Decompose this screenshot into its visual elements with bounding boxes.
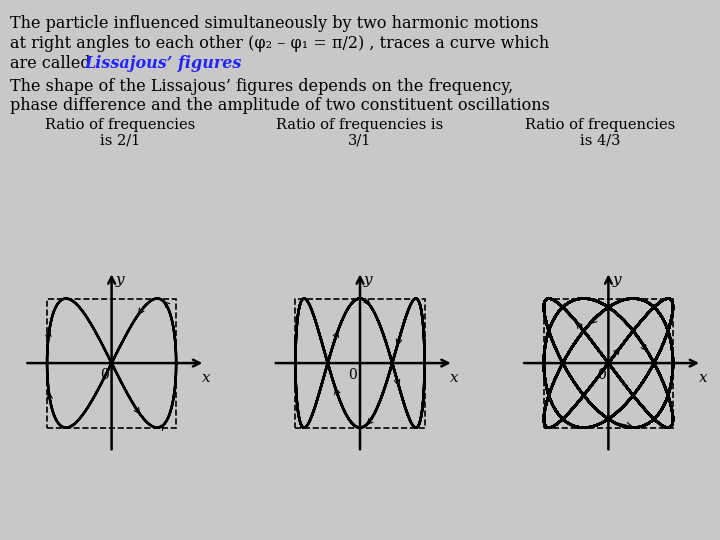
Text: Ratio of frequencies: Ratio of frequencies (525, 118, 675, 132)
Bar (295, 299, 425, 428)
Text: 0: 0 (597, 368, 606, 382)
Text: Lissajous’ figures: Lissajous’ figures (84, 55, 241, 72)
Text: Ratio of frequencies is: Ratio of frequencies is (276, 118, 444, 132)
Bar (544, 299, 673, 428)
Text: x: x (699, 372, 707, 386)
Bar (47, 299, 176, 428)
Text: at right angles to each other (φ₂ – φ₁ = π/2) , traces a curve which: at right angles to each other (φ₂ – φ₁ =… (10, 35, 549, 52)
Text: phase difference and the amplitude of two constituent oscillations: phase difference and the amplitude of tw… (10, 97, 550, 114)
Text: y: y (612, 273, 621, 287)
Text: x: x (202, 372, 210, 386)
Text: is 2/1: is 2/1 (100, 133, 140, 147)
Text: The shape of the Lissajous’ figures depends on the frequency,: The shape of the Lissajous’ figures depe… (10, 78, 513, 95)
Text: The particle influenced simultaneously by two harmonic motions: The particle influenced simultaneously b… (10, 15, 539, 32)
Text: y: y (115, 273, 124, 287)
Text: Ratio of frequencies: Ratio of frequencies (45, 118, 195, 132)
Text: are called: are called (10, 55, 96, 72)
Text: 0: 0 (100, 368, 109, 382)
Text: is 4/3: is 4/3 (580, 133, 620, 147)
Text: x: x (451, 372, 459, 386)
Text: 0: 0 (348, 368, 357, 382)
Text: 3/1: 3/1 (348, 133, 372, 147)
Text: y: y (364, 273, 372, 287)
